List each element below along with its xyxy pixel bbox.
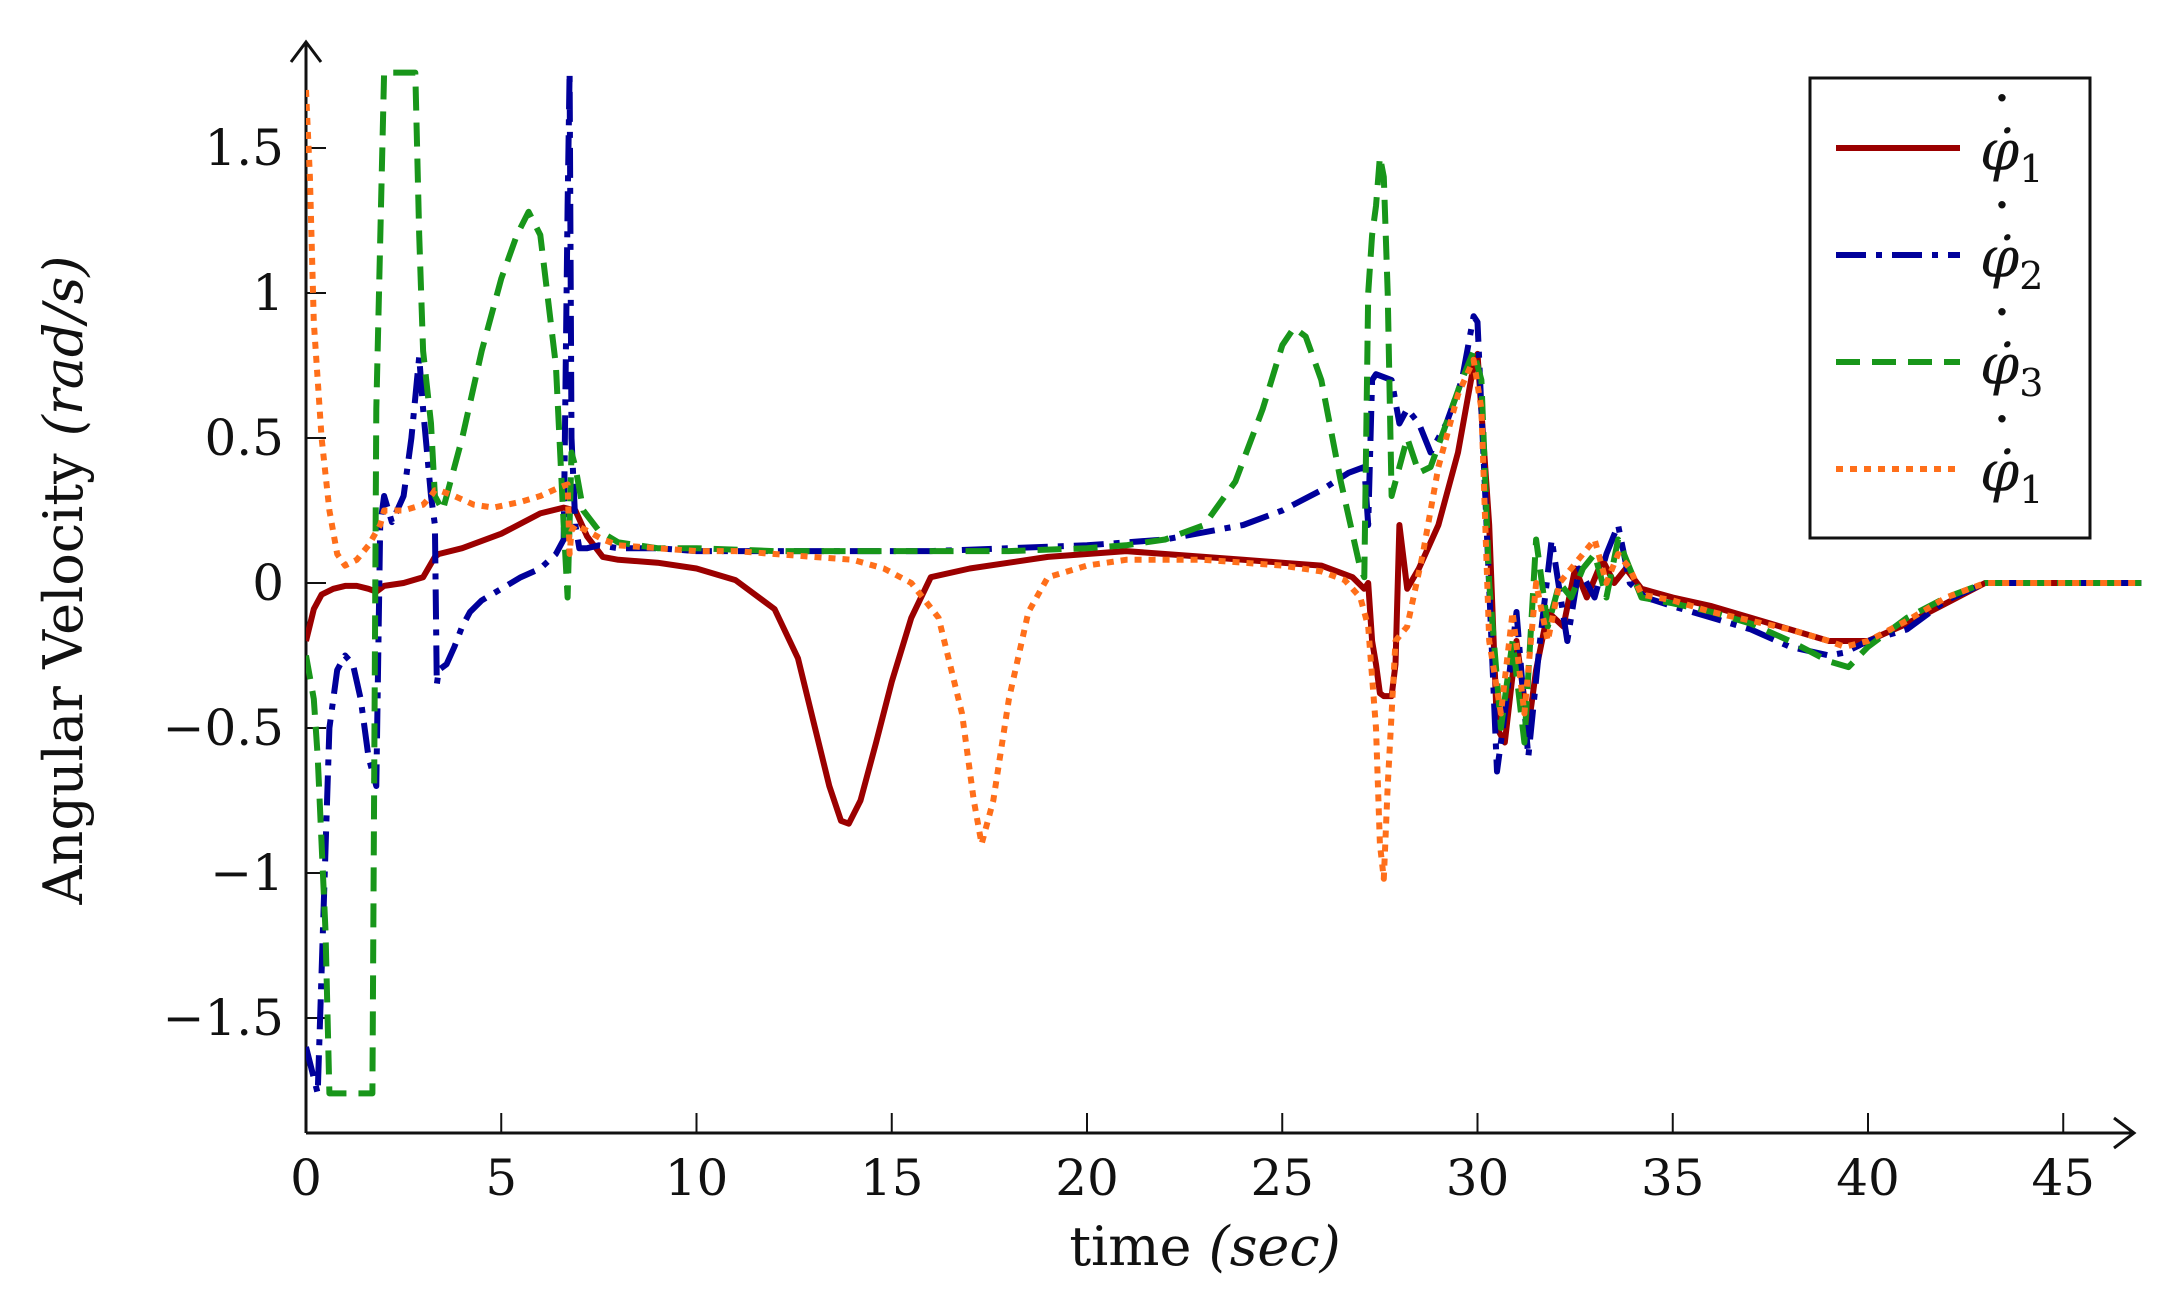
legend-box <box>1808 76 2092 540</box>
x-tick-label: 25 <box>1250 1149 1314 1207</box>
y-tick-label: −1 <box>210 844 284 902</box>
legend-label-4: φ̇1 <box>1980 440 2043 512</box>
x-axis-title: time (sec) <box>1069 1215 1340 1278</box>
x-ticks: 0 5 10 15 20 25 30 35 40 45 <box>290 1113 2095 1207</box>
legend-entry-1: · φ̇1 <box>1836 75 2043 191</box>
y-tick-label: 0 <box>252 554 284 612</box>
x-tick-label: 0 <box>290 1149 322 1207</box>
y-tick-label: 0.5 <box>204 409 284 467</box>
x-tick-label: 45 <box>2031 1149 2095 1207</box>
y-tick-label: −1.5 <box>163 989 284 1047</box>
axes <box>289 39 2137 1150</box>
y-tick-label: 1 <box>252 264 284 322</box>
y-ticks: −1.5 −1 −0.5 0 0.5 1 1.5 <box>163 119 326 1047</box>
series-line-phi1 <box>306 350 2142 827</box>
legend-label-2: φ̇2 <box>1980 226 2043 298</box>
x-tick-label: 20 <box>1055 1149 1119 1207</box>
y-tick-label: 1.5 <box>204 119 284 177</box>
legend: · φ̇1 · φ̇2 · φ̇3 · φ̇1 <box>1808 75 2092 540</box>
legend-dot-2: · <box>1995 182 2009 229</box>
series-line-phi3 <box>306 69 2142 1097</box>
y-tick-label: −0.5 <box>163 699 284 757</box>
legend-entry-4: · φ̇1 <box>1836 396 2043 512</box>
x-tick-label: 15 <box>860 1149 924 1207</box>
legend-entry-2: · φ̇2 <box>1836 182 2043 298</box>
legend-label-3: φ̇3 <box>1980 333 2043 405</box>
legend-dot-3: · <box>1995 289 2009 336</box>
legend-label-1: φ̇1 <box>1980 119 2043 191</box>
legend-dot-4: · <box>1995 396 2009 443</box>
x-tick-label: 35 <box>1641 1149 1705 1207</box>
series-group <box>306 69 2142 1097</box>
legend-dot-1: · <box>1995 75 2009 122</box>
y-axis-title: Angular Velocity (rad/s) <box>32 256 95 906</box>
x-tick-label: 5 <box>485 1149 517 1207</box>
x-axis-arrow <box>2113 1116 2137 1150</box>
x-tick-label: 30 <box>1446 1149 1510 1207</box>
legend-entry-3: · φ̇3 <box>1836 289 2043 405</box>
x-tick-label: 40 <box>1836 1149 1900 1207</box>
y-axis-arrow <box>289 39 323 63</box>
x-tick-label: 10 <box>665 1149 729 1207</box>
